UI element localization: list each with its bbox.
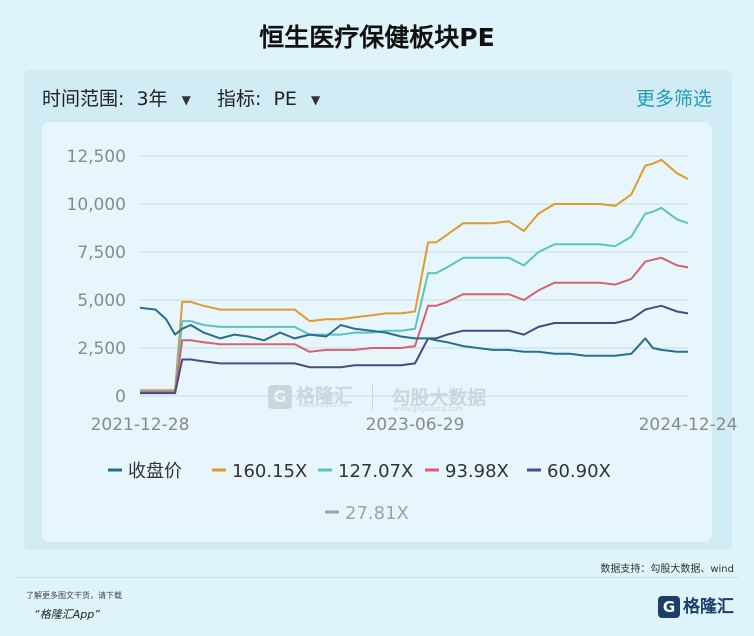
- metric-dropdown[interactable]: 指标: PE ▼: [217, 84, 320, 111]
- x-tick-label: 2024-12-24: [639, 415, 738, 435]
- time-range-dropdown[interactable]: 时间范围: 3年 ▼: [42, 84, 191, 111]
- watermark-partner: 勾股大数据: [391, 387, 487, 409]
- legend-item[interactable]: 27.81X: [325, 503, 409, 524]
- caret-down-icon: ▼: [310, 92, 321, 107]
- y-tick-label: 0: [115, 387, 126, 407]
- watermark-brand-url: www.gelonghui.com: [298, 403, 349, 409]
- legend-item[interactable]: 160.15X: [212, 461, 307, 482]
- watermark-partner-url: www.gogudata.com: [393, 405, 463, 413]
- footer-app-name: “格隆汇App”: [34, 608, 100, 621]
- brand-logo: G 格隆汇: [658, 592, 734, 618]
- metric-value: PE: [273, 88, 297, 110]
- caret-down-icon: ▼: [181, 92, 191, 107]
- legend-label: 27.81X: [345, 503, 409, 524]
- series-line-160.15X: [140, 158, 689, 392]
- legend-item[interactable]: 93.98X: [425, 461, 509, 482]
- y-tick-label: 7,500: [77, 243, 126, 263]
- footer-divider: [16, 577, 738, 578]
- legend-label: 收盘价: [128, 461, 182, 482]
- y-tick-label: 5,000: [77, 291, 126, 311]
- legend-item[interactable]: 127.07X: [318, 461, 413, 482]
- legend-item[interactable]: 60.90X: [527, 461, 611, 482]
- chart-title: 恒生医疗保健板块PE: [259, 23, 495, 52]
- legend-label: 93.98X: [445, 461, 509, 482]
- more-filters-link[interactable]: 更多筛选: [635, 88, 712, 110]
- y-tick-label: 2,500: [77, 339, 126, 359]
- footer-note: 了解更多图文干货，请下载: [26, 591, 122, 600]
- time-range-value: 3年: [136, 88, 168, 110]
- legend-label: 60.90X: [547, 461, 611, 482]
- legend-item[interactable]: 收盘价: [108, 461, 182, 482]
- data-source: 数据支持：勾股大数据、wind: [600, 564, 734, 575]
- y-tick-label: 10,000: [67, 195, 126, 215]
- x-tick-label: 2021-12-28: [91, 415, 190, 435]
- legend-label: 160.15X: [232, 461, 307, 482]
- series-line-93.98X: [140, 256, 689, 394]
- x-tick-label: 2023-06-29: [366, 415, 465, 435]
- brand-logo-icon: G: [658, 596, 680, 618]
- time-range-label: 时间范围:: [42, 88, 125, 110]
- metric-label: 指标:: [217, 88, 262, 110]
- series-line-close-price: [139, 306, 688, 357]
- y-tick-label: 12,500: [67, 147, 126, 167]
- series-line-60.90X: [140, 304, 689, 395]
- brand-logo-text: 格隆汇: [683, 597, 734, 617]
- series-line-127.07X: [140, 206, 689, 393]
- legend-label: 127.07X: [338, 461, 413, 482]
